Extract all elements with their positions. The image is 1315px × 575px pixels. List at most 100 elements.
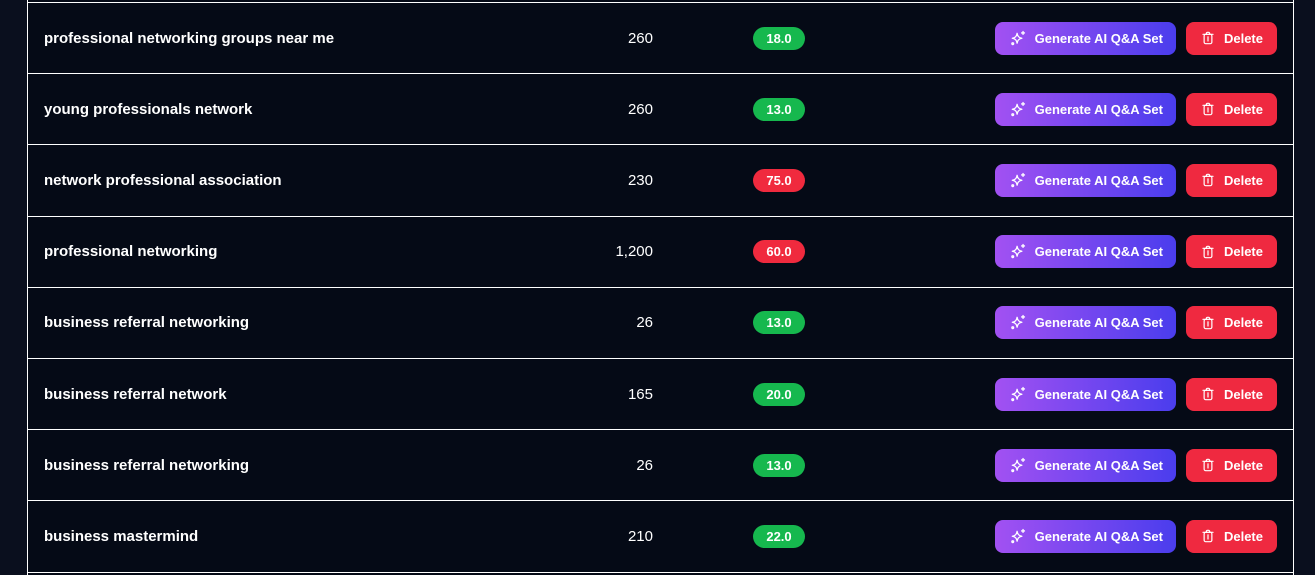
delete-label: Delete [1223, 528, 1263, 544]
generate-ai-qa-button[interactable]: Generate AI Q&A Set [994, 377, 1176, 411]
difficulty-badge: 22.0 [753, 524, 805, 548]
difficulty-cell: 13.0 [653, 311, 905, 335]
keyword-cell: business referral networking [28, 457, 553, 474]
sparkles-icon [1008, 171, 1027, 190]
table-row: business referral network 165 20.0 Gener… [28, 358, 1293, 431]
generate-ai-qa-button[interactable]: Generate AI Q&A Set [994, 92, 1176, 126]
keyword-cell: business referral networking [28, 314, 553, 331]
generate-ai-qa-button[interactable]: Generate AI Q&A Set [994, 235, 1176, 269]
generate-ai-qa-label: Generate AI Q&A Set [1034, 528, 1163, 544]
delete-label: Delete [1223, 386, 1263, 402]
difficulty-badge: 13.0 [753, 311, 805, 335]
delete-button[interactable]: Delete [1185, 377, 1277, 411]
generate-ai-qa-button[interactable]: Generate AI Q&A Set [994, 306, 1176, 340]
delete-button[interactable]: Delete [1185, 448, 1277, 482]
keyword-cell: young professionals network [28, 101, 553, 118]
sparkles-icon [1008, 527, 1027, 546]
search-volume-cell: 260 [553, 101, 653, 118]
delete-button[interactable]: Delete [1185, 306, 1277, 340]
difficulty-cell: 13.0 [653, 453, 905, 477]
keyword-text: business referral networking [44, 456, 250, 474]
search-volume-cell: 165 [553, 386, 653, 403]
delete-label: Delete [1223, 101, 1263, 117]
trash-icon [1200, 244, 1216, 260]
row-actions: Generate AI Q&A Set Delete [994, 306, 1293, 340]
difficulty-cell: 75.0 [653, 168, 905, 192]
search-volume-cell: 260 [553, 30, 653, 47]
search-volume-value: 260 [627, 100, 653, 118]
keyword-text: professional networking [44, 243, 218, 261]
generate-ai-qa-label: Generate AI Q&A Set [1034, 244, 1163, 260]
table-row: business mastermind 210 22.0 Generate AI… [28, 501, 1293, 573]
difficulty-badge: 20.0 [753, 382, 805, 406]
row-actions: Generate AI Q&A Set Delete [994, 21, 1293, 55]
search-volume-cell: 230 [553, 172, 653, 189]
delete-label: Delete [1223, 172, 1263, 188]
sparkles-icon [1008, 385, 1027, 404]
sparkles-icon [1008, 242, 1027, 261]
sparkles-icon [1008, 100, 1027, 119]
table-row: professional networking groups near me 2… [28, 3, 1293, 75]
difficulty-cell: 13.0 [653, 97, 905, 121]
delete-button[interactable]: Delete [1185, 235, 1277, 269]
sparkles-icon [1008, 456, 1027, 475]
keyword-text: network professional association [44, 171, 282, 189]
search-volume-value: 210 [627, 527, 653, 545]
trash-icon [1200, 30, 1216, 46]
generate-ai-qa-label: Generate AI Q&A Set [1034, 101, 1163, 117]
delete-label: Delete [1223, 244, 1263, 260]
table-top-crop-sliver [28, 0, 1293, 3]
delete-button[interactable]: Delete [1185, 519, 1277, 553]
keyword-cell: business mastermind [28, 528, 553, 545]
difficulty-badge: 60.0 [753, 240, 805, 264]
delete-button[interactable]: Delete [1185, 92, 1277, 126]
table-row: network professional association 230 75.… [28, 145, 1293, 217]
row-actions: Generate AI Q&A Set Delete [994, 163, 1293, 197]
generate-ai-qa-button[interactable]: Generate AI Q&A Set [994, 21, 1176, 55]
delete-button[interactable]: Delete [1185, 163, 1277, 197]
delete-button[interactable]: Delete [1185, 21, 1277, 55]
difficulty-badge: 13.0 [753, 453, 805, 477]
sparkles-icon [1008, 29, 1027, 48]
trash-icon [1200, 528, 1216, 544]
trash-icon [1200, 457, 1216, 473]
search-volume-value: 26 [636, 456, 653, 474]
keyword-cell: professional networking [28, 243, 553, 260]
delete-label: Delete [1223, 315, 1263, 331]
trash-icon [1200, 172, 1216, 188]
difficulty-badge: 13.0 [753, 97, 805, 121]
sparkles-icon [1008, 313, 1027, 332]
row-actions: Generate AI Q&A Set Delete [994, 377, 1293, 411]
difficulty-cell: 20.0 [653, 382, 905, 406]
trash-icon [1200, 315, 1216, 331]
difficulty-cell: 60.0 [653, 240, 905, 264]
search-volume-cell: 210 [553, 528, 653, 545]
keyword-cell: business referral network [28, 386, 553, 403]
generate-ai-qa-button[interactable]: Generate AI Q&A Set [994, 448, 1176, 482]
row-actions: Generate AI Q&A Set Delete [994, 235, 1293, 269]
keyword-table-body: professional networking groups near me 2… [28, 3, 1293, 573]
search-volume-value: 165 [627, 385, 653, 403]
search-volume-cell: 1,200 [553, 243, 653, 260]
generate-ai-qa-label: Generate AI Q&A Set [1034, 30, 1163, 46]
search-volume-cell: 26 [553, 457, 653, 474]
search-volume-value: 260 [627, 29, 653, 47]
keyword-cell: network professional association [28, 172, 553, 189]
generate-ai-qa-button[interactable]: Generate AI Q&A Set [994, 519, 1176, 553]
difficulty-cell: 22.0 [653, 524, 905, 548]
row-actions: Generate AI Q&A Set Delete [994, 92, 1293, 126]
difficulty-badge: 75.0 [753, 168, 805, 192]
row-actions: Generate AI Q&A Set Delete [994, 519, 1293, 553]
keyword-text: business mastermind [44, 527, 199, 545]
table-row: young professionals network 260 13.0 Gen… [28, 74, 1293, 146]
difficulty-cell: 18.0 [653, 26, 905, 50]
trash-icon [1200, 101, 1216, 117]
delete-label: Delete [1223, 30, 1263, 46]
search-volume-value: 230 [627, 171, 653, 189]
keyword-cell: professional networking groups near me [28, 30, 553, 47]
keyword-text: young professionals network [44, 100, 253, 118]
table-row: professional networking 1,200 60.0 Gener… [28, 216, 1293, 288]
keyword-table: professional networking groups near me 2… [27, 0, 1294, 575]
generate-ai-qa-button[interactable]: Generate AI Q&A Set [994, 163, 1176, 197]
keyword-text: business referral networking [44, 314, 250, 332]
